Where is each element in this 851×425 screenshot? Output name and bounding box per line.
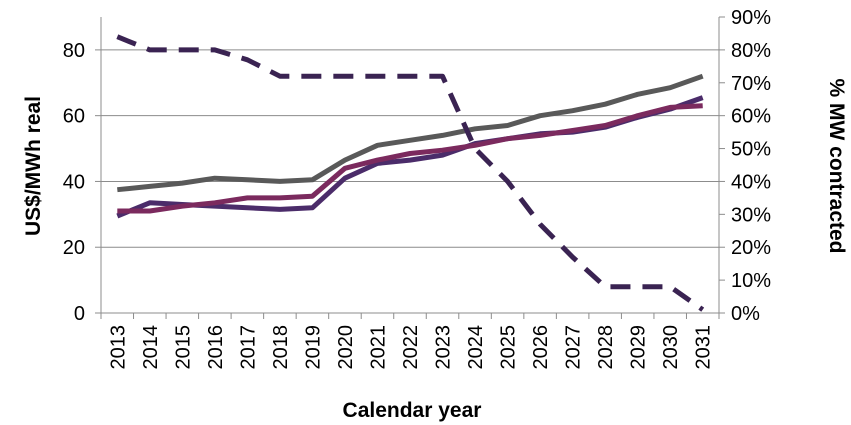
x-tick-label-13: 2026 bbox=[530, 325, 552, 370]
series-line-0 bbox=[117, 73, 704, 193]
x-tick-label-15: 2028 bbox=[595, 325, 617, 370]
series-lines bbox=[116, 34, 705, 312]
y2-tick-label-3: 30% bbox=[731, 204, 771, 226]
y2-tick-label-9: 90% bbox=[731, 7, 771, 29]
y2-tick-label-7: 70% bbox=[731, 73, 771, 95]
y-tick-label-2: 40 bbox=[63, 171, 85, 193]
x-tick-label-4: 2017 bbox=[237, 325, 259, 370]
x-axis-title: Calendar year bbox=[343, 399, 482, 422]
y2-tick-label-0: 0% bbox=[731, 303, 760, 325]
y2-tick-label-1: 10% bbox=[731, 270, 771, 292]
x-tick-label-5: 2018 bbox=[270, 325, 292, 370]
right-axis-ticks: 0% 10% 20% 30% 40% 50% 60% 70% 80% 90% bbox=[731, 7, 771, 325]
y2-tick-label-8: 80% bbox=[731, 40, 771, 62]
x-tick-label-6: 2019 bbox=[302, 325, 324, 370]
x-tick-label-9: 2022 bbox=[400, 325, 422, 370]
x-tick-label-14: 2027 bbox=[563, 325, 585, 370]
x-tick-label-2: 2015 bbox=[172, 325, 194, 370]
x-tick-label-3: 2016 bbox=[205, 325, 227, 370]
x-tick-label-16: 2029 bbox=[628, 325, 650, 370]
series-line-3 bbox=[116, 34, 705, 312]
x-tick-label-10: 2023 bbox=[433, 325, 455, 370]
series-line-2 bbox=[117, 103, 703, 214]
y2-tick-label-4: 40% bbox=[731, 171, 771, 193]
x-axis-ticks: 2013 2014 2015 2016 2017 2018 2019 2020 2021 2022… bbox=[107, 325, 714, 370]
y-axis-title: US$/MWh real bbox=[22, 96, 45, 236]
y2-axis-title: % MW contracted bbox=[825, 78, 848, 253]
x-tick-label-8: 2021 bbox=[367, 325, 389, 370]
left-axis-ticks: 0 20 40 60 80 bbox=[63, 40, 85, 325]
y2-tick-label-2: 20% bbox=[731, 237, 771, 259]
x-tick-label-1: 2014 bbox=[140, 325, 162, 370]
x-tick-label-17: 2030 bbox=[660, 325, 682, 370]
x-tick-label-11: 2024 bbox=[465, 325, 487, 370]
y2-tick-label-6: 60% bbox=[731, 106, 771, 128]
x-tick-label-0: 2013 bbox=[107, 325, 129, 370]
y-tick-label-1: 20 bbox=[63, 237, 85, 259]
y2-tick-label-5: 50% bbox=[731, 139, 771, 161]
y-tick-label-0: 0 bbox=[74, 303, 85, 325]
gridlines bbox=[101, 49, 719, 248]
x-tick-label-12: 2025 bbox=[498, 325, 520, 370]
x-tick-label-18: 2031 bbox=[693, 325, 715, 370]
axes bbox=[95, 16, 725, 319]
x-tick-label-7: 2020 bbox=[335, 325, 357, 370]
y-tick-label-3: 60 bbox=[63, 106, 85, 128]
y-tick-label-4: 80 bbox=[63, 40, 85, 62]
